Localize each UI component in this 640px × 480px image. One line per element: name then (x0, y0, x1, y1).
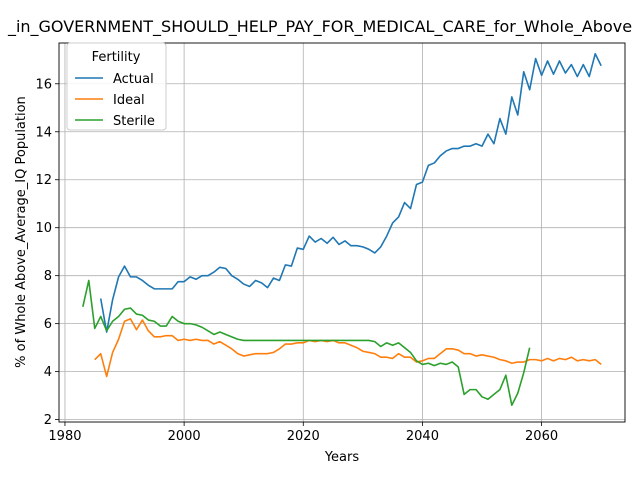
x-tick-label: 1980 (48, 429, 81, 444)
y-tick-label: 16 (35, 77, 52, 92)
x-tick-label: 2060 (525, 429, 558, 444)
x-axis-label: Years (324, 450, 360, 465)
series-line-sterile (82, 279, 531, 407)
series-line-ideal (94, 318, 602, 378)
y-tick-label: 4 (44, 365, 52, 380)
y-tick-label: 6 (44, 317, 52, 332)
x-axis-ticks: 1980 2000 2020 2040 2060 (48, 422, 558, 444)
y-tick-label: 8 (44, 269, 52, 284)
legend-title: Fertility (92, 50, 141, 65)
legend-label-ideal: Ideal (113, 93, 145, 108)
chart-title: _in_GOVERNMENT_SHOULD_HELP_PAY_FOR_MEDIC… (7, 17, 632, 37)
y-tick-label: 2 (44, 413, 52, 428)
plot-frame (58, 42, 626, 423)
series-layer (82, 52, 602, 407)
series-line-actual (99, 52, 602, 333)
y-axis-label: % of Whole Above_Average_IQ Population (14, 96, 29, 368)
x-tick-label: 2040 (406, 429, 439, 444)
y-tick-label: 14 (35, 125, 52, 140)
x-tick-label: 2020 (287, 429, 320, 444)
grid-lines (59, 43, 625, 422)
legend-label-sterile: Sterile (113, 114, 155, 129)
y-tick-label: 10 (35, 221, 52, 236)
y-axis-ticks: 2 4 6 8 10 12 14 16 (35, 77, 59, 428)
y-tick-label: 12 (35, 173, 52, 188)
legend-label-actual: Actual (113, 72, 154, 87)
x-tick-label: 2000 (168, 429, 201, 444)
legend-box (66, 42, 167, 131)
legend: Fertility Actual Ideal Sterile (66, 42, 167, 131)
